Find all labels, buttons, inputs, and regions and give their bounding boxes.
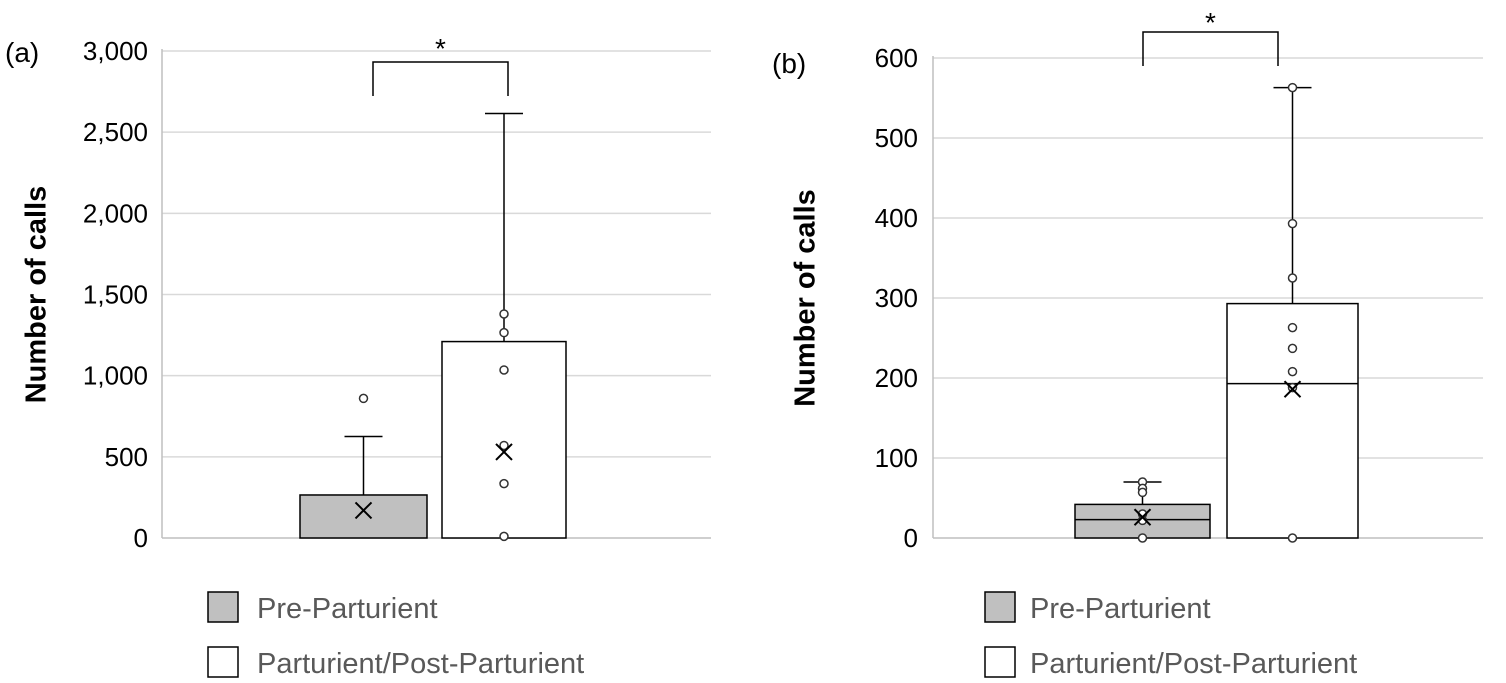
data-point	[1287, 218, 1298, 229]
legend-label: Parturient/Post-Parturient	[257, 648, 584, 680]
data-point	[1287, 343, 1298, 354]
data-point	[1287, 273, 1298, 283]
y-tick-label: 1,000	[83, 361, 148, 391]
data-point	[499, 531, 509, 542]
significance-star: *	[1205, 7, 1216, 38]
y-axis-title: Number of calls	[790, 189, 822, 407]
box-group-parturient-post-parturient	[1226, 82, 1359, 543]
mean-marker	[1283, 380, 1302, 398]
significance-bracket	[372, 61, 509, 96]
y-tick-label: 100	[875, 443, 918, 473]
box-group-pre-parturient	[299, 393, 428, 539]
y-tick-label: 0	[904, 523, 918, 553]
box-group-parturient-post-parturient	[441, 112, 567, 542]
y-tick-label: 300	[875, 283, 918, 313]
mean-marker-stroke	[495, 443, 513, 461]
box-group-pre-parturient	[1074, 477, 1211, 543]
y-tick-label: 500	[105, 442, 148, 472]
legend-swatch	[984, 646, 1016, 678]
legend-swatch	[984, 591, 1016, 623]
data-point	[499, 327, 509, 338]
panel-label: (b)	[772, 48, 806, 79]
legend-item: Pre-Parturient	[984, 591, 1211, 625]
y-tick-label: 3,000	[83, 36, 148, 66]
legend-item: Parturient/Post-Parturient	[207, 646, 584, 680]
data-point	[358, 393, 369, 404]
data-point	[499, 309, 509, 319]
y-tick-label: 2,000	[83, 198, 148, 228]
data-point	[499, 365, 509, 375]
box	[299, 494, 428, 539]
data-point	[1287, 322, 1298, 333]
legend-swatch	[207, 646, 239, 678]
data-point	[1287, 82, 1298, 93]
significance-bracket	[1142, 31, 1279, 66]
data-point	[499, 440, 509, 451]
data-point	[499, 478, 509, 489]
legend-swatch	[207, 591, 239, 623]
panel-label: (a)	[5, 37, 39, 68]
y-tick-label: 600	[875, 43, 918, 73]
chart-panel-b: 0 100 200 300 400 500 600 Number of calls (b) * Pr…	[772, 7, 1483, 680]
significance-star: *	[435, 33, 446, 64]
y-axis-title: Number of calls	[21, 186, 53, 404]
data-point	[1137, 487, 1148, 498]
chart-panel-a: 0 500 1,000 1,500 2,000 2,500 3,000 Number of c…	[5, 33, 711, 680]
data-point	[1287, 382, 1298, 393]
y-tick-label: 0	[134, 523, 148, 553]
legend-item: Parturient/Post-Parturient	[984, 646, 1357, 680]
y-tick-label: 200	[875, 363, 918, 393]
y-tick-label: 1,500	[83, 280, 148, 310]
y-tick-label: 400	[875, 203, 918, 233]
legend-label: Pre-Parturient	[257, 593, 438, 625]
box	[1226, 302, 1359, 539]
data-point	[1287, 366, 1298, 377]
mean-marker	[495, 443, 513, 461]
legend-item: Pre-Parturient	[207, 591, 438, 625]
data-point	[1137, 533, 1148, 543]
mean-marker	[354, 501, 373, 520]
mean-marker-stroke	[1133, 508, 1152, 526]
mean-marker	[1133, 508, 1152, 526]
y-tick-label: 2,500	[83, 117, 148, 147]
legend-label: Pre-Parturient	[1030, 593, 1211, 625]
legend-label: Parturient/Post-Parturient	[1030, 648, 1357, 680]
mean-marker-stroke	[1283, 380, 1302, 398]
data-point	[1287, 533, 1298, 543]
mean-marker-stroke	[354, 501, 373, 520]
y-tick-label: 500	[875, 123, 918, 153]
